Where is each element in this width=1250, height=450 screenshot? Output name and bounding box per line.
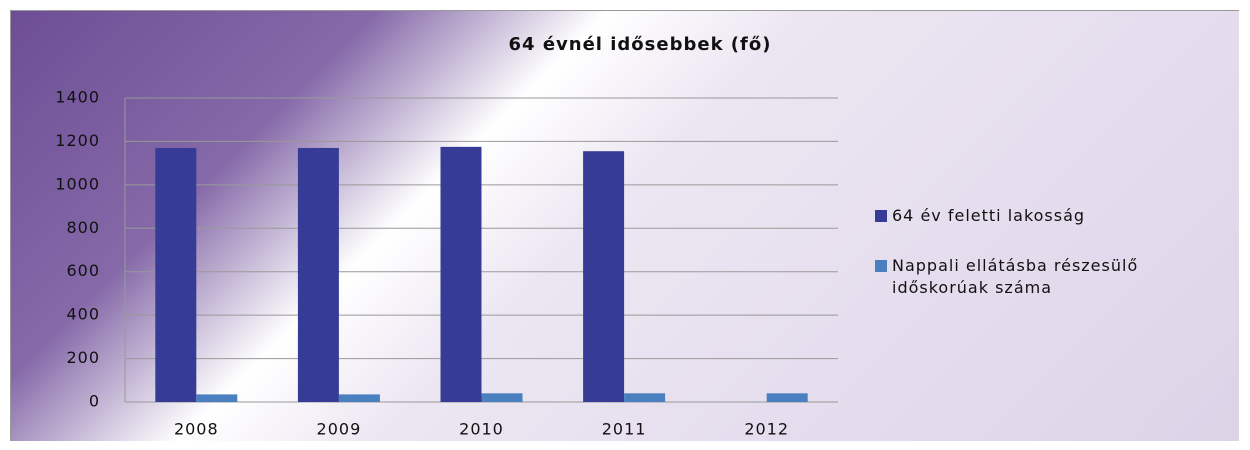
legend-item: Nappali ellátásba részesülő időskorúak s… (875, 255, 1235, 299)
x-tick-label: 2010 (459, 420, 504, 439)
chart-title: 64 évnél idősebbek (fő) (509, 34, 772, 55)
y-tick-label: 200 (66, 348, 100, 367)
x-tick-label: 2012 (744, 420, 789, 439)
legend-label: 64 év feletti lakosság (892, 206, 1086, 225)
x-tick-label: 2011 (602, 420, 647, 439)
y-tick-label: 0 (89, 392, 100, 411)
bar (624, 393, 666, 402)
y-tick-label: 1200 (55, 131, 100, 150)
y-tick-label: 600 (66, 261, 100, 280)
bar (338, 394, 380, 402)
y-tick-label: 1000 (55, 174, 100, 193)
x-tick-label: 2009 (317, 420, 362, 439)
chart-frame (10, 10, 1239, 441)
legend-label: Nappali ellátásba részesülő időskorúak s… (892, 256, 1139, 297)
x-tick-label: 2008 (174, 420, 219, 439)
bar (440, 146, 482, 402)
bar (766, 393, 808, 402)
bar (196, 394, 238, 402)
y-tick-label: 800 (66, 218, 100, 237)
bar (155, 147, 197, 402)
y-tick-label: 400 (66, 305, 100, 324)
bar (297, 147, 339, 402)
bar (583, 151, 625, 402)
legend-swatch (875, 210, 887, 222)
bar (481, 393, 523, 402)
y-tick-label: 1400 (55, 88, 100, 107)
legend-item: 64 év feletti lakosság (875, 205, 1235, 227)
legend-swatch (875, 260, 887, 272)
